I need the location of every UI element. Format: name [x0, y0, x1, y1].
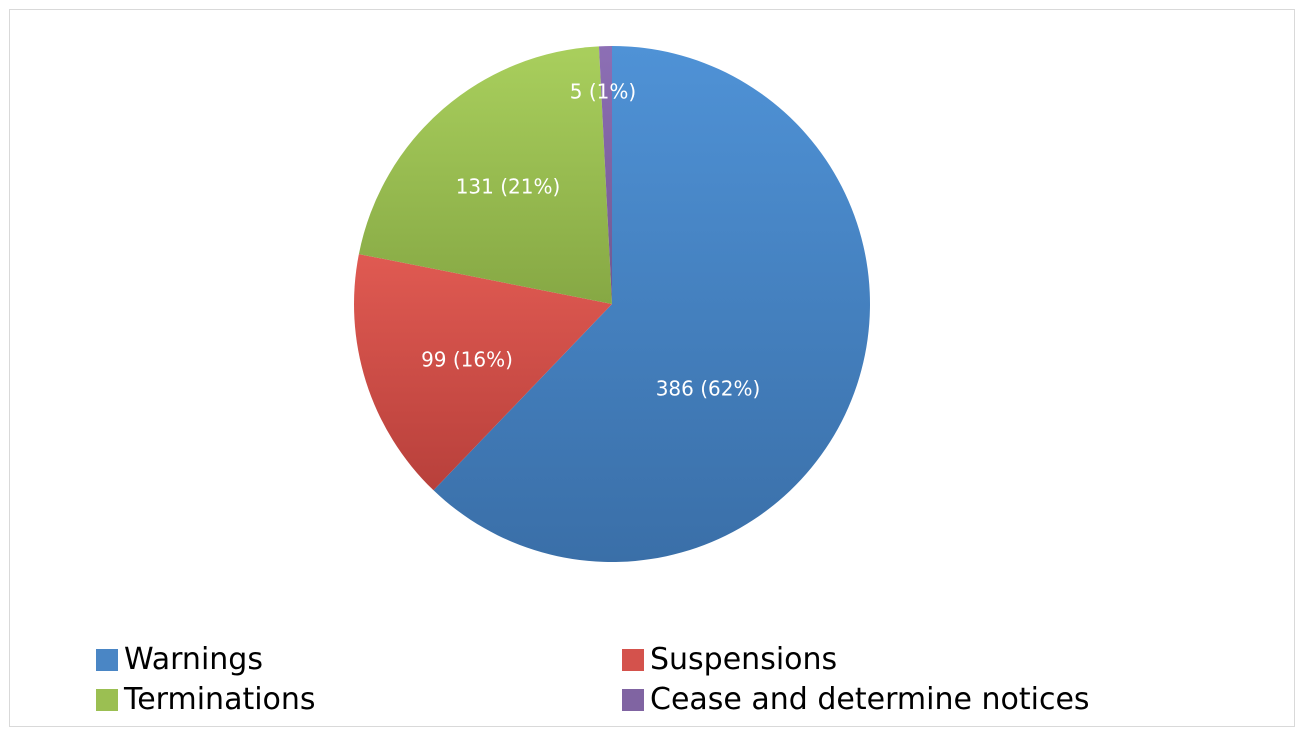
- legend-label-suspensions: Suspensions: [650, 642, 838, 677]
- legend-swatch-suspensions: [622, 649, 644, 671]
- data-label-cease-and-determine-notices: 5 (1%): [570, 80, 636, 104]
- legend-label-terminations: Terminations: [124, 682, 316, 717]
- data-label-suspensions: 99 (16%): [421, 348, 513, 372]
- legend-item-terminations[interactable]: Terminations: [96, 682, 316, 718]
- legend-swatch-terminations: [96, 689, 118, 711]
- legend-label-cease-and-determine-notices: Cease and determine notices: [650, 682, 1090, 717]
- legend-label-warnings: Warnings: [124, 642, 263, 677]
- data-label-terminations: 131 (21%): [456, 175, 561, 199]
- data-label-warnings: 386 (62%): [656, 377, 761, 401]
- legend-item-cease-and-determine-notices[interactable]: Cease and determine notices: [622, 682, 1090, 718]
- legend-swatch-cease-and-determine-notices: [622, 689, 644, 711]
- legend-item-suspensions[interactable]: Suspensions: [622, 642, 837, 678]
- pie-slice-warnings[interactable]: [433, 46, 871, 562]
- legend-swatch-warnings: [96, 649, 118, 671]
- legend-item-warnings[interactable]: Warnings: [96, 642, 263, 678]
- pie-slice-terminations[interactable]: [358, 46, 612, 304]
- pie-slice-cease-and-determine-notices[interactable]: [598, 46, 612, 304]
- pie-slice-suspensions[interactable]: [354, 254, 612, 491]
